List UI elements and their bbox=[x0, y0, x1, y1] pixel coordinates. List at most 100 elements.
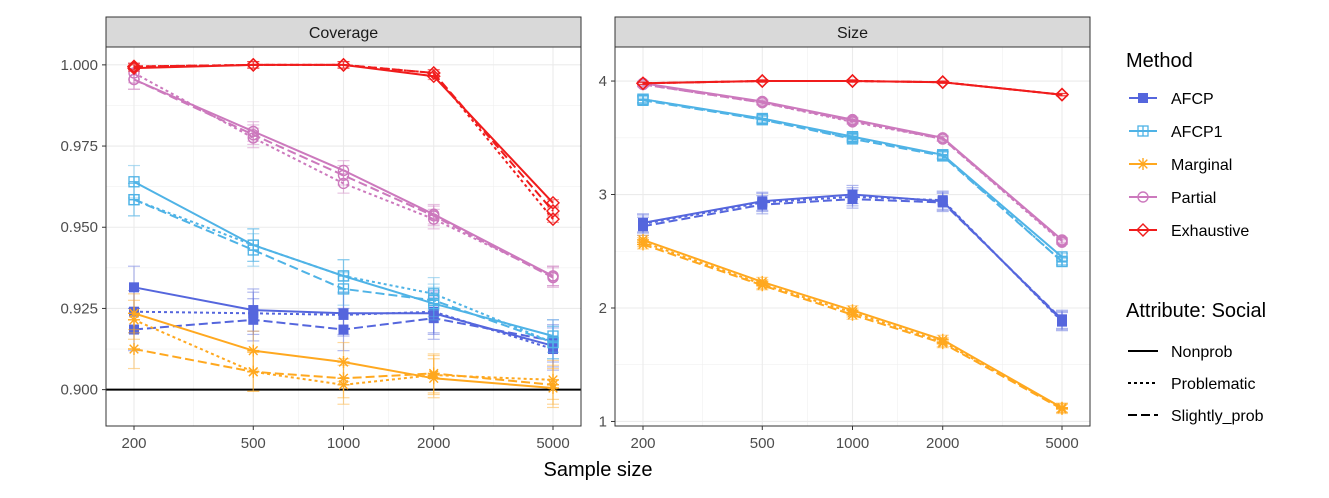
strip-coverage bbox=[105, 16, 582, 48]
legend-item-problematic: Problematic bbox=[1128, 376, 1255, 393]
legend-key-marker bbox=[1137, 125, 1149, 137]
line-afcp-problematic bbox=[133, 310, 554, 350]
x-tick-label: 1000 bbox=[836, 435, 869, 452]
point-afcp-problematic bbox=[428, 306, 439, 317]
x-tick-label: 5000 bbox=[1045, 435, 1078, 452]
point-afcp1-slightly-prob bbox=[937, 150, 949, 162]
x-tick-label: 5000 bbox=[536, 435, 569, 452]
point-marginal-slightly-prob bbox=[756, 279, 769, 292]
y-axis-coverage: 0.900 0.925 0.950 0.975 1.000 bbox=[60, 57, 106, 399]
legend-label-afcp: AFCP bbox=[1171, 91, 1214, 108]
point-exhaustive-slightly-prob bbox=[246, 57, 261, 72]
legend-key-marker bbox=[1137, 191, 1149, 203]
point-marginal-slightly-prob bbox=[128, 343, 140, 356]
legend-label-problematic: Problematic bbox=[1171, 376, 1255, 393]
point-partial-problematic bbox=[337, 177, 350, 190]
series-afcp-slightly-prob bbox=[637, 189, 1068, 330]
point-marginal-slightly-prob bbox=[247, 365, 260, 378]
point-afcp1-nonprob bbox=[128, 176, 140, 188]
y-tick-label: 2 bbox=[599, 300, 607, 317]
x-tick-label: 2000 bbox=[926, 435, 959, 452]
point-partial-slightly-prob bbox=[937, 133, 949, 145]
point-marginal-slightly-prob bbox=[1056, 402, 1068, 415]
point-marginal-problematic bbox=[128, 313, 140, 326]
plot-area-coverage bbox=[106, 57, 581, 409]
panel-title-size: Size bbox=[837, 25, 868, 42]
point-exhaustive-slightly-prob bbox=[426, 65, 441, 80]
y-tick-label: 1.000 bbox=[60, 57, 98, 74]
legend-methods: AFCP AFCP1 Marginal Partial Exhaustive bbox=[1129, 91, 1249, 240]
point-exhaustive-slightly-prob bbox=[636, 76, 650, 91]
y-tick-label: 3 bbox=[599, 187, 607, 204]
point-partial-slightly-prob bbox=[547, 271, 559, 284]
x-tick-label: 1000 bbox=[327, 435, 360, 452]
point-afcp-slightly-prob bbox=[1057, 314, 1067, 325]
line-exhaustive-slightly-prob bbox=[642, 80, 1063, 96]
panel-size: Size 1 2 3 4 200 500 1000 2000 5000 bbox=[599, 16, 1091, 452]
point-afcp1-slightly-prob bbox=[547, 336, 559, 349]
point-afcp1-slightly-prob bbox=[756, 113, 768, 126]
legend-key-marker bbox=[1138, 93, 1148, 103]
y-tick-label: 0.975 bbox=[60, 138, 98, 155]
point-marginal-nonprob bbox=[337, 356, 350, 369]
x-tick-label: 200 bbox=[121, 435, 146, 452]
error-bar-partial-problematic bbox=[427, 208, 440, 230]
point-exhaustive-slightly-prob bbox=[935, 75, 950, 90]
legend-item-afcp: AFCP bbox=[1129, 91, 1214, 108]
point-exhaustive-slightly-prob bbox=[336, 57, 351, 72]
point-marginal-slightly-prob bbox=[936, 337, 949, 350]
x-axis-label: Sample size bbox=[544, 459, 653, 481]
line-marginal-problematic bbox=[133, 318, 554, 386]
error-bar-partial-slightly-prob bbox=[337, 164, 350, 186]
x-axis-size: 200 500 1000 2000 5000 bbox=[630, 426, 1079, 452]
series-marginal-slightly-prob bbox=[637, 238, 1068, 415]
y-tick-label: 0.925 bbox=[60, 300, 98, 317]
series-afcp-slightly-prob bbox=[128, 296, 559, 363]
point-marginal-nonprob bbox=[247, 344, 260, 357]
series-afcp1-slightly-prob bbox=[128, 182, 559, 360]
point-afcp-problematic bbox=[548, 344, 558, 355]
point-exhaustive-problematic bbox=[546, 212, 560, 227]
strip-size bbox=[614, 16, 1091, 48]
series-afcp1-slightly-prob bbox=[637, 94, 1068, 268]
legend-attributes: Nonprob Problematic Slightly_prob bbox=[1128, 344, 1264, 425]
panel-title-coverage: Coverage bbox=[309, 25, 378, 42]
point-afcp1-slightly-prob bbox=[1056, 255, 1068, 268]
point-afcp1-slightly-prob bbox=[428, 294, 440, 306]
point-marginal-slightly-prob bbox=[427, 367, 440, 380]
series-exhaustive-slightly-prob bbox=[636, 74, 1069, 102]
y-tick-label: 0.950 bbox=[60, 219, 98, 236]
line-partial-problematic bbox=[133, 72, 554, 277]
gridlines-size bbox=[615, 47, 1090, 426]
point-afcp-slightly-prob bbox=[757, 199, 768, 210]
legend-item-exhaustive: Exhaustive bbox=[1129, 223, 1249, 240]
legend-label-partial: Partial bbox=[1171, 190, 1216, 207]
point-afcp-slightly-prob bbox=[428, 313, 439, 324]
point-partial-slightly-prob bbox=[337, 169, 350, 181]
point-afcp-problematic bbox=[248, 308, 259, 319]
legend-label-afcp1: AFCP1 bbox=[1171, 124, 1223, 141]
y-tick-label: 0.900 bbox=[60, 382, 98, 399]
point-exhaustive-nonprob bbox=[546, 195, 560, 210]
point-afcp1-slightly-prob bbox=[128, 193, 140, 206]
x-axis-coverage: 200 500 1000 2000 5000 bbox=[121, 426, 570, 452]
point-marginal-slightly-prob bbox=[637, 238, 649, 251]
error-bar-exhaustive-slightly-prob bbox=[547, 207, 559, 215]
legend: Method AFCP AFCP1 Marginal Partial Exhaustiv… bbox=[1126, 50, 1266, 425]
point-partial-nonprob bbox=[337, 164, 350, 177]
legend-item-nonprob: Nonprob bbox=[1128, 344, 1232, 361]
point-partial-problematic bbox=[428, 213, 440, 225]
panel-coverage: Coverage 0.900 0.925 0.950 0.975 1.000 200 50… bbox=[60, 16, 582, 452]
point-afcp-problematic bbox=[338, 309, 349, 320]
line-exhaustive-slightly-prob bbox=[133, 63, 554, 212]
point-afcp-nonprob bbox=[129, 282, 139, 293]
point-afcp-slightly-prob bbox=[937, 197, 948, 208]
legend-key-marker bbox=[1136, 223, 1150, 237]
point-partial-slightly-prob bbox=[428, 210, 440, 222]
x-tick-label: 200 bbox=[630, 435, 655, 452]
legend-key-marker bbox=[1137, 158, 1149, 170]
line-partial-slightly-prob bbox=[642, 83, 1063, 242]
legend-title-attribute: Attribute: Social bbox=[1126, 300, 1266, 322]
point-afcp-slightly-prob bbox=[129, 324, 139, 335]
